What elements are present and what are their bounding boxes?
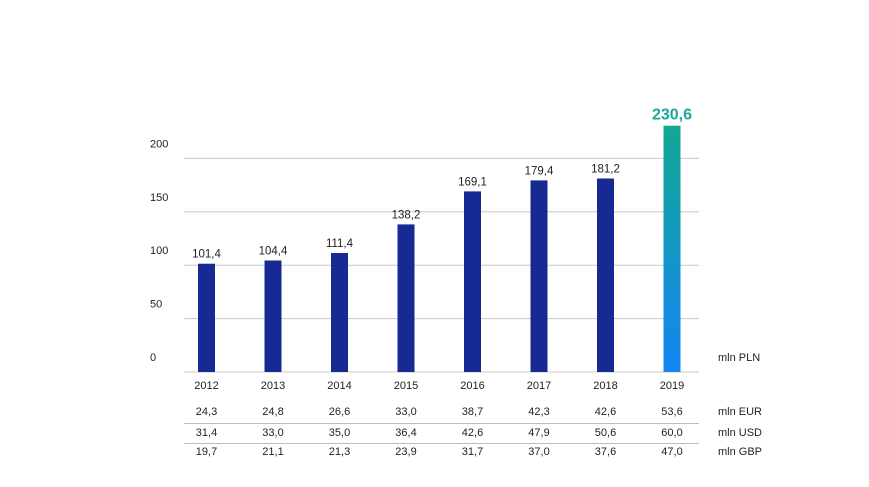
y-tick-label: 100 bbox=[150, 245, 168, 257]
table-unit-label: mln GBP bbox=[718, 446, 763, 458]
bar-2017 bbox=[530, 180, 548, 372]
table-cell: 35,0 bbox=[328, 427, 351, 439]
table-cell: 38,7 bbox=[461, 406, 484, 418]
table-unit-label: mln USD bbox=[718, 427, 763, 439]
table-cell: 24,3 bbox=[195, 406, 218, 418]
x-tick-2012: 2012 bbox=[194, 380, 218, 392]
table-cell: 36,4 bbox=[395, 427, 417, 439]
table-cell: 31,7 bbox=[461, 446, 484, 458]
y-tick-label: 0 bbox=[150, 352, 156, 364]
table-cell: 42,3 bbox=[528, 406, 550, 418]
x-tick-2019: 2019 bbox=[660, 380, 684, 392]
x-tick-2014: 2014 bbox=[327, 380, 351, 392]
y-tick-label: 50 bbox=[150, 299, 162, 311]
bars bbox=[198, 125, 681, 372]
y-axis-ticks: 0 50 100 150 200 bbox=[150, 138, 168, 364]
data-label-2017: 179,4 bbox=[525, 165, 554, 177]
table-cell: 47,0 bbox=[661, 446, 683, 458]
data-label-2012: 101,4 bbox=[192, 249, 221, 261]
data-label-2018: 181,2 bbox=[591, 163, 620, 175]
table-cell: 26,6 bbox=[328, 406, 351, 418]
table-cell: 33,0 bbox=[262, 427, 284, 439]
x-tick-2016: 2016 bbox=[460, 380, 484, 392]
table-row: 19,7 21,1 21,3 23,9 31,7 37,0 37,6 47,0 mln GBP bbox=[0, 443, 869, 461]
table-cell: 50,6 bbox=[594, 427, 617, 439]
bar-2012 bbox=[198, 263, 215, 372]
table-cell: 42,6 bbox=[594, 406, 617, 418]
x-axis-ticks: 2012 2013 2014 2015 2016 2017 2018 2019 bbox=[194, 380, 684, 392]
table-cell: 42,6 bbox=[461, 427, 484, 439]
bar-2019 bbox=[663, 125, 681, 372]
table-divider bbox=[184, 443, 699, 444]
table-cell: 53,6 bbox=[661, 406, 683, 418]
x-tick-2017: 2017 bbox=[527, 380, 551, 392]
table-row: 24,3 24,8 26,6 33,0 38,7 42,3 42,6 53,6 mln EUR bbox=[0, 403, 869, 421]
table-cell: 47,9 bbox=[528, 427, 550, 439]
bar-2014 bbox=[331, 253, 348, 372]
table-cell: 60,0 bbox=[661, 427, 683, 439]
table-cell: 21,3 bbox=[328, 446, 351, 458]
x-tick-2018: 2018 bbox=[593, 380, 617, 392]
data-label-2014: 111,4 bbox=[326, 238, 354, 250]
data-label-2013: 104,4 bbox=[259, 246, 288, 258]
data-label-2019: 230,6 bbox=[652, 107, 692, 124]
x-tick-2013: 2013 bbox=[261, 380, 285, 392]
table-cell: 21,1 bbox=[262, 446, 284, 458]
table-row: 31,4 33,0 35,0 36,4 42,6 47,9 50,6 60,0 mln USD bbox=[0, 424, 869, 442]
unit-label-pln: mln PLN bbox=[718, 352, 760, 364]
table-cell: 37,0 bbox=[528, 446, 550, 458]
table-cell: 19,7 bbox=[195, 446, 218, 458]
data-labels: 101,4 104,4 111,4 138,2 169,1 179,4 181,2 230,6 bbox=[192, 107, 692, 261]
gridlines bbox=[184, 157, 699, 373]
table-cell: 37,6 bbox=[594, 446, 617, 458]
y-tick-label: 150 bbox=[150, 192, 168, 204]
data-label-2016: 169,1 bbox=[458, 176, 487, 188]
x-tick-2015: 2015 bbox=[394, 380, 418, 392]
y-tick-label: 200 bbox=[150, 138, 168, 150]
table-cell: 23,9 bbox=[395, 446, 417, 458]
table-cell: 33,0 bbox=[395, 406, 417, 418]
table-cell: 31,4 bbox=[195, 427, 218, 439]
data-label-2015: 138,2 bbox=[392, 209, 421, 221]
table-divider bbox=[184, 423, 699, 424]
bar-2015 bbox=[397, 224, 415, 372]
table-unit-label: mln EUR bbox=[718, 406, 763, 418]
bar-2013 bbox=[264, 260, 282, 372]
bar-2016 bbox=[464, 191, 481, 372]
table-cell: 24,8 bbox=[262, 406, 284, 418]
bar-2018 bbox=[597, 178, 614, 372]
